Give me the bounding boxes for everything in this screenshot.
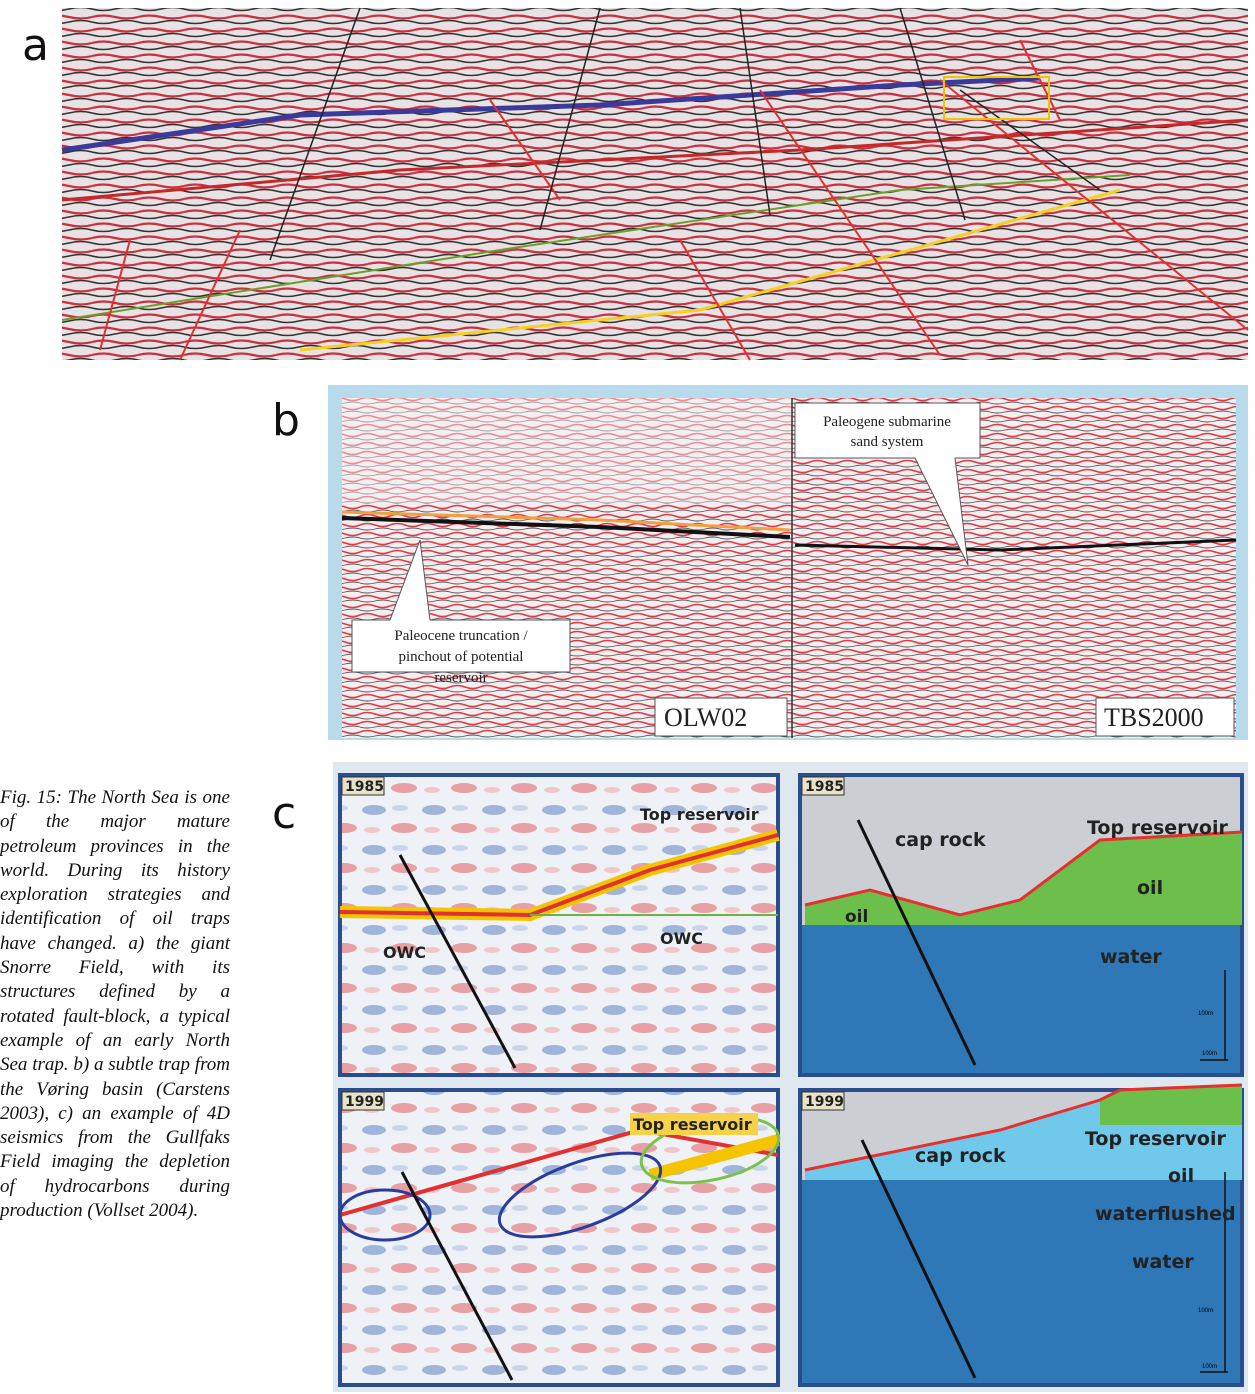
year-label: 1985 [805, 779, 844, 795]
callout-text: Paleogene submarine [823, 414, 951, 430]
annotation: oil [1137, 877, 1163, 899]
annotation: Top reservoir [633, 1115, 752, 1134]
annotation: waterflushed [1095, 1203, 1236, 1225]
callout-text: Paleocene truncation / [394, 628, 528, 644]
survey-label: TBS2000 [1104, 703, 1204, 732]
year-label: 1999 [805, 1094, 844, 1110]
seismic-section-b [328, 385, 1248, 740]
scale-label: 100m [1202, 1364, 1217, 1370]
annotation: Top reservoir [1087, 817, 1228, 839]
callout-text: reservoir [434, 670, 487, 686]
scale-label: 100m [1198, 1308, 1213, 1314]
seismic-4d-frame [333, 762, 1248, 1392]
scale-label: 100m [1198, 1011, 1213, 1017]
figure-caption: Fig. 15: The North Sea is one of the maj… [0, 786, 230, 1223]
annotation: Top reservoir [640, 805, 759, 824]
annotation: Top reservoir [1085, 1128, 1226, 1150]
panel-label: c [272, 788, 296, 839]
annotation: OWC [660, 929, 703, 948]
year-label: 1985 [345, 779, 384, 795]
annotation: cap rock [895, 829, 986, 851]
panel-label: b [272, 395, 300, 446]
scale-label: 100m [1202, 1051, 1217, 1057]
year-label: 1999 [345, 1094, 384, 1110]
panel-label: a [22, 20, 49, 71]
annotation: OWC [383, 943, 426, 962]
annotation: cap rock [915, 1145, 1006, 1167]
annotation: water [1132, 1251, 1194, 1273]
page: {"panels": { "a": {"label": "a"}, "b": {… [0, 0, 1255, 1394]
callout-text: sand system [851, 434, 924, 450]
callout-text: pinchout of potential [399, 649, 524, 665]
survey-label: OLW02 [664, 703, 747, 732]
seismic-section-a [62, 8, 1248, 360]
annotation: oil [1168, 1165, 1194, 1187]
annotation: water [1100, 946, 1162, 968]
annotation: oil [845, 907, 868, 927]
